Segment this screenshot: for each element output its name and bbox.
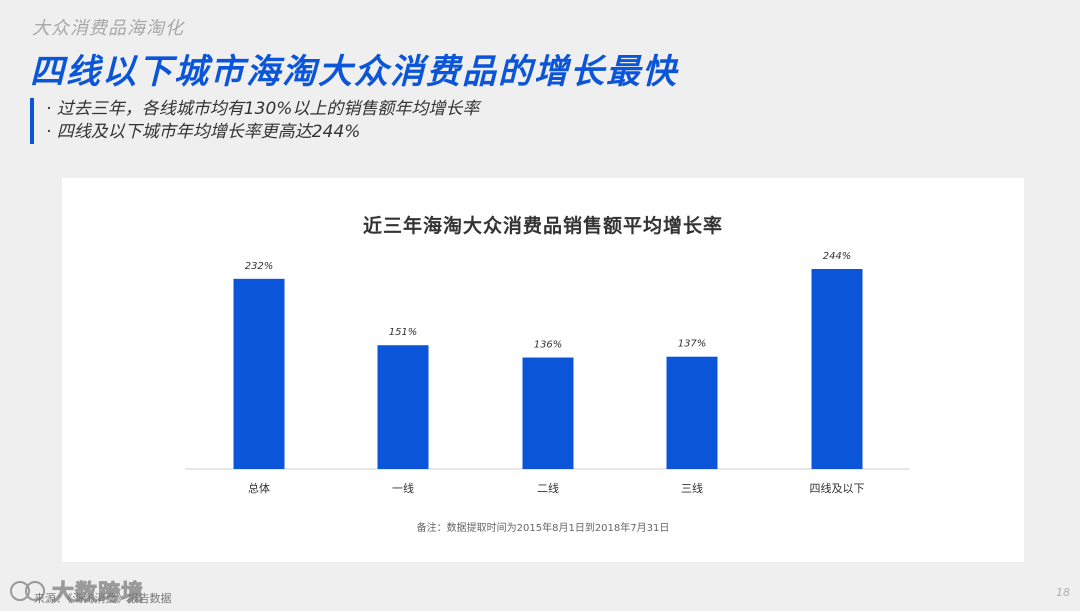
value-label-3: 136% [534, 340, 563, 351]
category-label-4: 三线 [681, 481, 703, 495]
value-label-4: 137% [678, 339, 707, 350]
page-title: 四线以下城市海淘大众消费品的增长最快 [30, 52, 678, 92]
value-label-2: 151% [389, 327, 418, 338]
footer-source: 来源：《海淘消费》报告数据 [34, 592, 172, 605]
bar-5 [811, 269, 863, 469]
summary-bullets: · 过去三年，各线城市均有130%以上的销售额年均增长率 · 四线及以下城市年均… [30, 98, 746, 144]
category-label-5: 四线及以下 [810, 481, 865, 495]
bar-1 [233, 278, 285, 469]
chart-footnote: 备注：数据提取时间为2015年8月1日到2018年7月31日 [416, 523, 670, 534]
bar-2 [377, 345, 429, 469]
category-label-3: 二线 [537, 481, 559, 495]
watermark-text: 大数跨境 [51, 581, 145, 607]
category-label-1: 总体 [248, 481, 270, 495]
bar-4 [666, 356, 718, 469]
watermark-logo-icon [10, 581, 45, 601]
section-label: 大众消费品海淘化 [32, 18, 184, 39]
chart-title: 近三年海淘大众消费品销售额平均增长率 [362, 215, 723, 237]
category-label-2: 一线 [392, 481, 414, 495]
bullet-line-1: · 过去三年，各线城市均有130%以上的销售额年均增长率 [46, 99, 480, 119]
page-number: 18 [1056, 586, 1070, 599]
value-label-5: 244% [823, 251, 852, 262]
bar-chart: 232% 总体 151% 一线 136% 二线 137% 三线 244% 四线及以下 [185, 251, 910, 495]
bar-3 [522, 357, 574, 469]
bullet-line-2: · 四线及以下城市年均增长率更高达244% [46, 122, 361, 142]
chart-card: 近三年海淘大众消费品销售额平均增长率 232% 总体 151% 一线 136% 二线 137… [62, 178, 1024, 562]
value-label-1: 232% [245, 261, 274, 272]
